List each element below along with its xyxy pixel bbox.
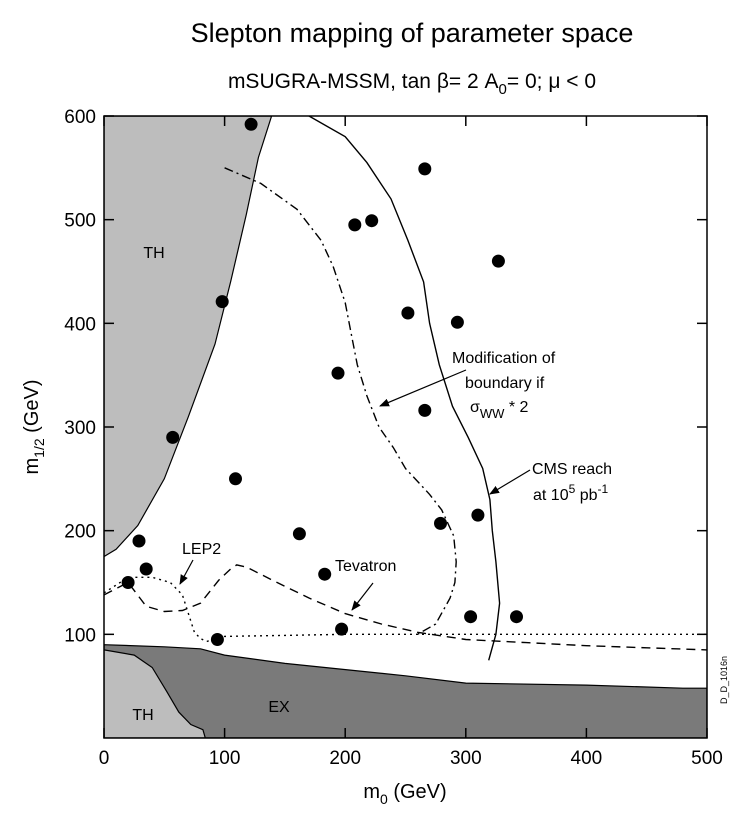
curve-solid-0 — [308, 116, 501, 661]
data-point-0 — [244, 117, 258, 131]
data-point-16 — [139, 562, 153, 576]
data-point-10 — [166, 430, 180, 444]
y-tick-label: 300 — [64, 418, 96, 439]
chart-title: Slepton mapping of parameter space — [191, 18, 634, 48]
data-point-9 — [418, 403, 432, 417]
curve-dotted-2 — [104, 576, 707, 643]
data-point-12 — [434, 516, 447, 530]
curve-dashed-3 — [104, 564, 707, 651]
data-point-21 — [464, 610, 478, 624]
x-tick-label: 400 — [571, 748, 603, 769]
y-tick-label: 500 — [64, 211, 96, 232]
data-point-15 — [132, 534, 146, 548]
region-label-ex: EX — [268, 699, 290, 716]
theory-region-lower — [104, 649, 206, 738]
point-layer — [121, 117, 523, 646]
figure-tag: D_D_1016n — [719, 656, 729, 704]
annotation-tevatron: Tevatron — [335, 558, 396, 575]
y-axis-label: m1/2 (GeV) — [21, 379, 47, 474]
data-point-3 — [365, 214, 379, 228]
annotation-modification-line3: σWW * 2 — [470, 399, 529, 421]
data-point-8 — [331, 366, 345, 380]
curve-dashdot-1 — [224, 167, 457, 635]
arrow-cms — [489, 469, 531, 495]
data-point-6 — [401, 306, 415, 320]
y-tick-label: 200 — [64, 522, 96, 543]
y-tick-label: 400 — [64, 314, 96, 335]
data-point-14 — [292, 527, 306, 541]
annotation-modification-line2: boundary if — [465, 375, 545, 392]
chart-subtitle: mSUGRA-MSSM, tan β= 2 A0= 0; μ < 0 — [228, 70, 596, 98]
arrow-tevatron — [351, 582, 374, 611]
data-point-5 — [215, 295, 229, 309]
arrow-modification — [379, 369, 467, 407]
annotation-modification-line1: Modification of — [452, 350, 556, 367]
annotation-cms-line2: at 105 pb-1 — [533, 482, 609, 504]
region-layer — [104, 116, 707, 738]
excluded-region — [104, 644, 707, 738]
region-label-th-upper: TH — [143, 245, 164, 262]
x-axis-label: m0 (GeV) — [363, 781, 446, 807]
theory-region-upper — [104, 116, 273, 558]
x-tick-label: 100 — [209, 748, 241, 769]
annotation-lep2: LEP2 — [182, 541, 221, 558]
data-point-17 — [121, 576, 135, 589]
curve-layer — [104, 116, 707, 661]
data-point-13 — [471, 508, 485, 522]
x-tick-label: 300 — [450, 748, 482, 769]
data-point-4 — [491, 254, 505, 268]
region-label-th-lower: TH — [132, 707, 153, 724]
tick-layer: 0 100 200 300 400 500 100 200 300 400 500 600 — [64, 107, 723, 769]
data-point-1 — [418, 162, 432, 176]
data-point-18 — [318, 567, 332, 581]
annotation-cms-line1: CMS reach — [532, 461, 612, 478]
data-point-19 — [335, 622, 349, 636]
data-point-20 — [210, 633, 224, 646]
arrow-lep2 — [179, 559, 194, 585]
x-tick-label: 500 — [691, 748, 723, 769]
data-point-22 — [510, 610, 523, 624]
data-point-2 — [348, 218, 362, 232]
x-tick-label: 200 — [329, 748, 361, 769]
y-tick-label: 100 — [64, 625, 96, 646]
data-point-11 — [229, 472, 242, 486]
data-point-7 — [450, 315, 464, 329]
y-tick-label: 600 — [64, 107, 96, 128]
x-tick-label: 0 — [99, 748, 110, 769]
